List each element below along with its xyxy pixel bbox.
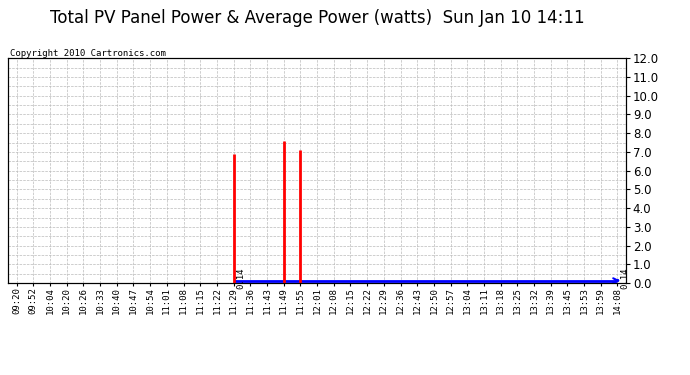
Text: 0.14: 0.14 bbox=[236, 267, 245, 289]
Text: Copyright 2010 Cartronics.com: Copyright 2010 Cartronics.com bbox=[10, 49, 166, 58]
Text: 0.14: 0.14 bbox=[620, 267, 629, 289]
Text: Total PV Panel Power & Average Power (watts)  Sun Jan 10 14:11: Total PV Panel Power & Average Power (wa… bbox=[50, 9, 584, 27]
